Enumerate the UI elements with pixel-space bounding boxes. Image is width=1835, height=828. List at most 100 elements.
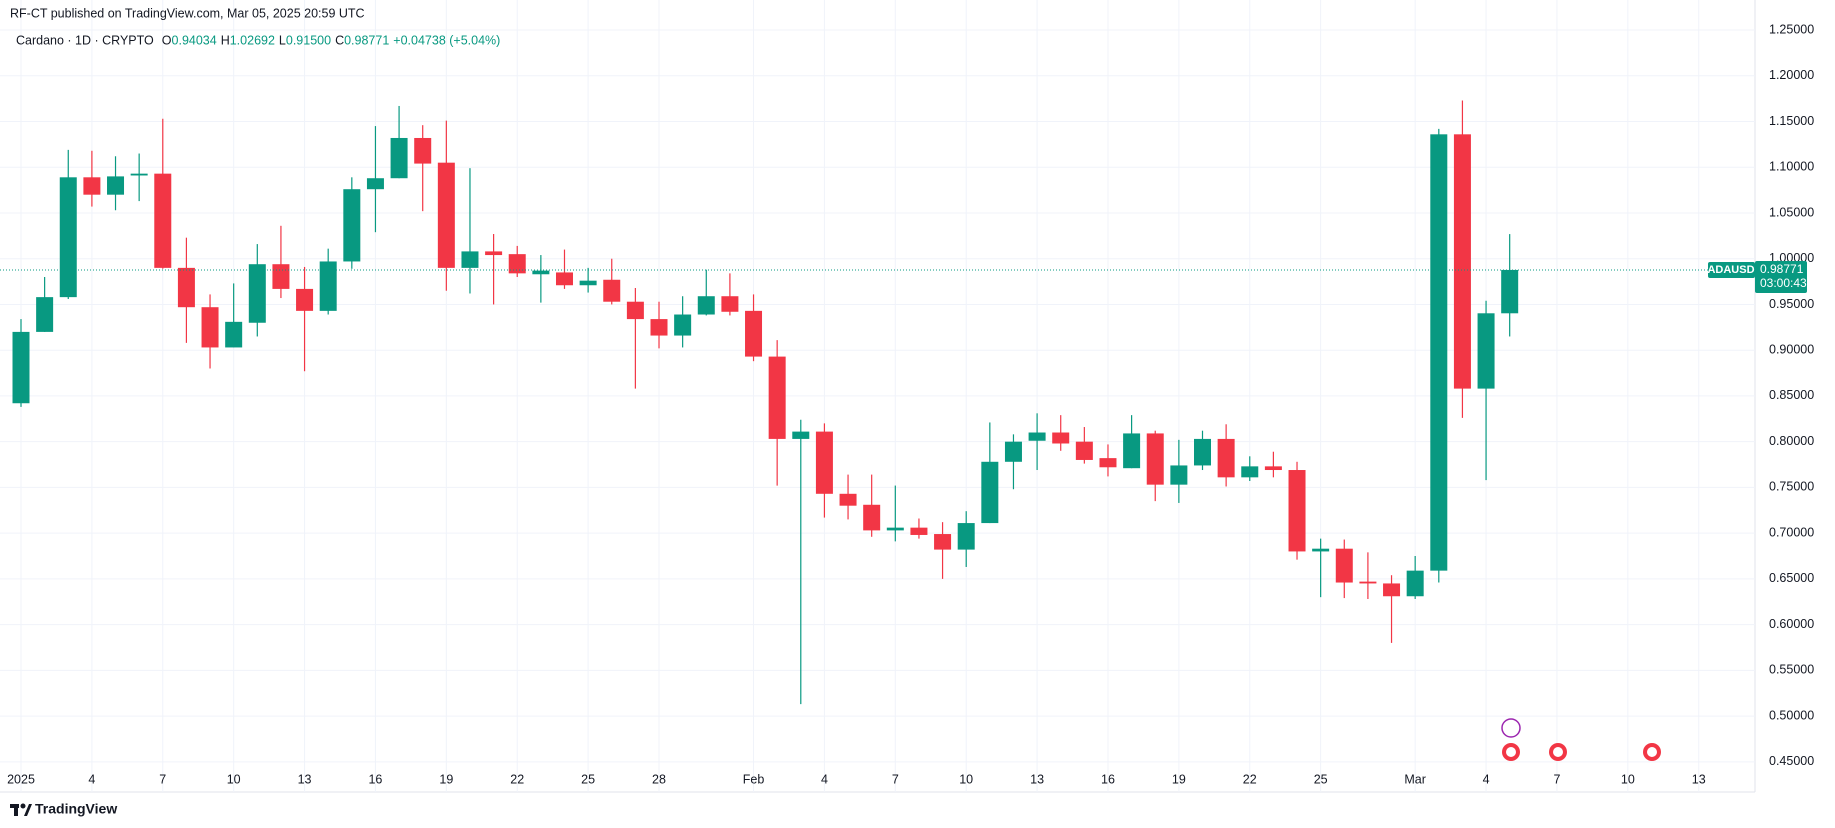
y-tick-label: 0.80000: [1769, 434, 1814, 448]
candle-body: [485, 251, 503, 256]
ohlc-value: 0.98771: [344, 33, 389, 47]
candle-body: [603, 279, 621, 302]
candle-body: [154, 173, 172, 268]
candle-body: [626, 301, 644, 320]
candle-body: [981, 461, 999, 524]
candle-body: [674, 314, 692, 336]
candle-body: [1217, 438, 1235, 478]
x-tick-label: 25: [1314, 772, 1328, 786]
symbol-title: Cardano · 1D · CRYPTO: [16, 33, 154, 47]
candle-body: [1383, 583, 1401, 597]
candle-body: [768, 356, 786, 439]
brand-name: TradingView: [35, 801, 117, 817]
ohlc-label: C: [335, 33, 344, 47]
candle-body: [721, 296, 739, 312]
ohlc-value: 0.94034: [172, 33, 217, 47]
ohlc-label: H: [221, 33, 230, 47]
x-tick-label: 4: [1483, 772, 1490, 786]
change-value: +0.04738 (+5.04%): [393, 33, 500, 47]
candle-body: [815, 431, 833, 494]
candle-body: [130, 173, 148, 176]
logo-part: [20, 803, 26, 809]
x-tick-label: 10: [959, 772, 973, 786]
y-tick-label: 1.10000: [1769, 160, 1814, 174]
event-icon-inner: [1553, 747, 1563, 757]
x-tick-label: 7: [892, 772, 899, 786]
candle-body: [957, 523, 975, 550]
candle-body: [1028, 432, 1046, 441]
y-tick-label: 1.05000: [1769, 205, 1814, 219]
event-icon-inner: [1506, 747, 1516, 757]
candle-body: [59, 177, 77, 298]
x-tick-label: 19: [439, 772, 453, 786]
candle-body: [1501, 269, 1519, 314]
candle-body: [1359, 581, 1377, 584]
candle-body: [414, 137, 432, 164]
x-tick-label: 4: [821, 772, 828, 786]
candle-body: [1430, 134, 1448, 571]
candle-body: [697, 296, 715, 315]
symbol-label: ADAUSD: [1707, 264, 1754, 276]
event-icon[interactable]: [1501, 718, 1521, 738]
candle-body: [177, 267, 195, 308]
candle-body: [508, 254, 526, 274]
legend: Cardano · 1D · CRYPTO O 0.94034 H 1.02692 L 0.…: [16, 33, 500, 47]
candle-body: [390, 137, 408, 179]
candle-body: [863, 504, 881, 531]
x-tick-label: 16: [368, 772, 382, 786]
candle-body: [934, 534, 952, 550]
candles: [0, 100, 1755, 705]
ohlc-label: L: [279, 33, 286, 47]
y-tick-label: 0.70000: [1769, 525, 1814, 539]
publisher-line: RF-CT published on TradingView.com, Mar …: [10, 6, 365, 20]
candle-body: [792, 431, 810, 439]
countdown-label: 03:00:43: [1760, 276, 1807, 290]
x-tick-label: 7: [1553, 772, 1560, 786]
candle-body: [1288, 470, 1306, 552]
x-tick-label: 25: [581, 772, 595, 786]
x-tick-label: 2025: [7, 772, 35, 786]
y-tick-label: 0.55000: [1769, 663, 1814, 677]
candle-body: [839, 493, 857, 506]
candle-body: [1123, 433, 1141, 469]
candle-body: [272, 264, 290, 289]
event-markers: [1501, 718, 1661, 761]
x-tick-label: 13: [1030, 772, 1044, 786]
candle-body: [343, 189, 361, 262]
candle-body: [83, 177, 101, 195]
x-tick-label: 13: [1692, 772, 1706, 786]
candle-body: [12, 331, 30, 404]
candle-body: [225, 321, 243, 348]
candle-body: [36, 297, 54, 332]
x-tick-label: 7: [159, 772, 166, 786]
symbol-tag: [1708, 261, 1755, 278]
candle-body: [1241, 466, 1259, 478]
ohlc-value: 1.02692: [230, 33, 275, 47]
x-tick-label: 10: [227, 772, 241, 786]
candle-body: [201, 307, 219, 348]
candle-body: [1004, 441, 1022, 462]
candle-body: [1146, 433, 1164, 485]
candle-body: [886, 527, 904, 531]
y-tick-label: 0.45000: [1769, 754, 1814, 768]
x-tick-label: 28: [652, 772, 666, 786]
x-tick-label: Mar: [1404, 772, 1426, 786]
candle-body: [107, 176, 125, 195]
candle-body: [319, 261, 337, 311]
candle-body: [910, 527, 928, 535]
y-tick-label: 0.95000: [1769, 297, 1814, 311]
y-tick-label: 0.75000: [1769, 480, 1814, 494]
y-tick-label: 1.25000: [1769, 22, 1814, 36]
y-tick-label: 1.15000: [1769, 114, 1814, 128]
candle-body: [461, 251, 479, 268]
brand-logo: [10, 803, 32, 816]
candle-body: [532, 270, 550, 275]
x-tick-label: 19: [1172, 772, 1186, 786]
candle-body: [437, 162, 455, 268]
x-tick-label: 16: [1101, 772, 1115, 786]
event-icon-inner: [1647, 747, 1657, 757]
candle-body: [1052, 432, 1070, 444]
